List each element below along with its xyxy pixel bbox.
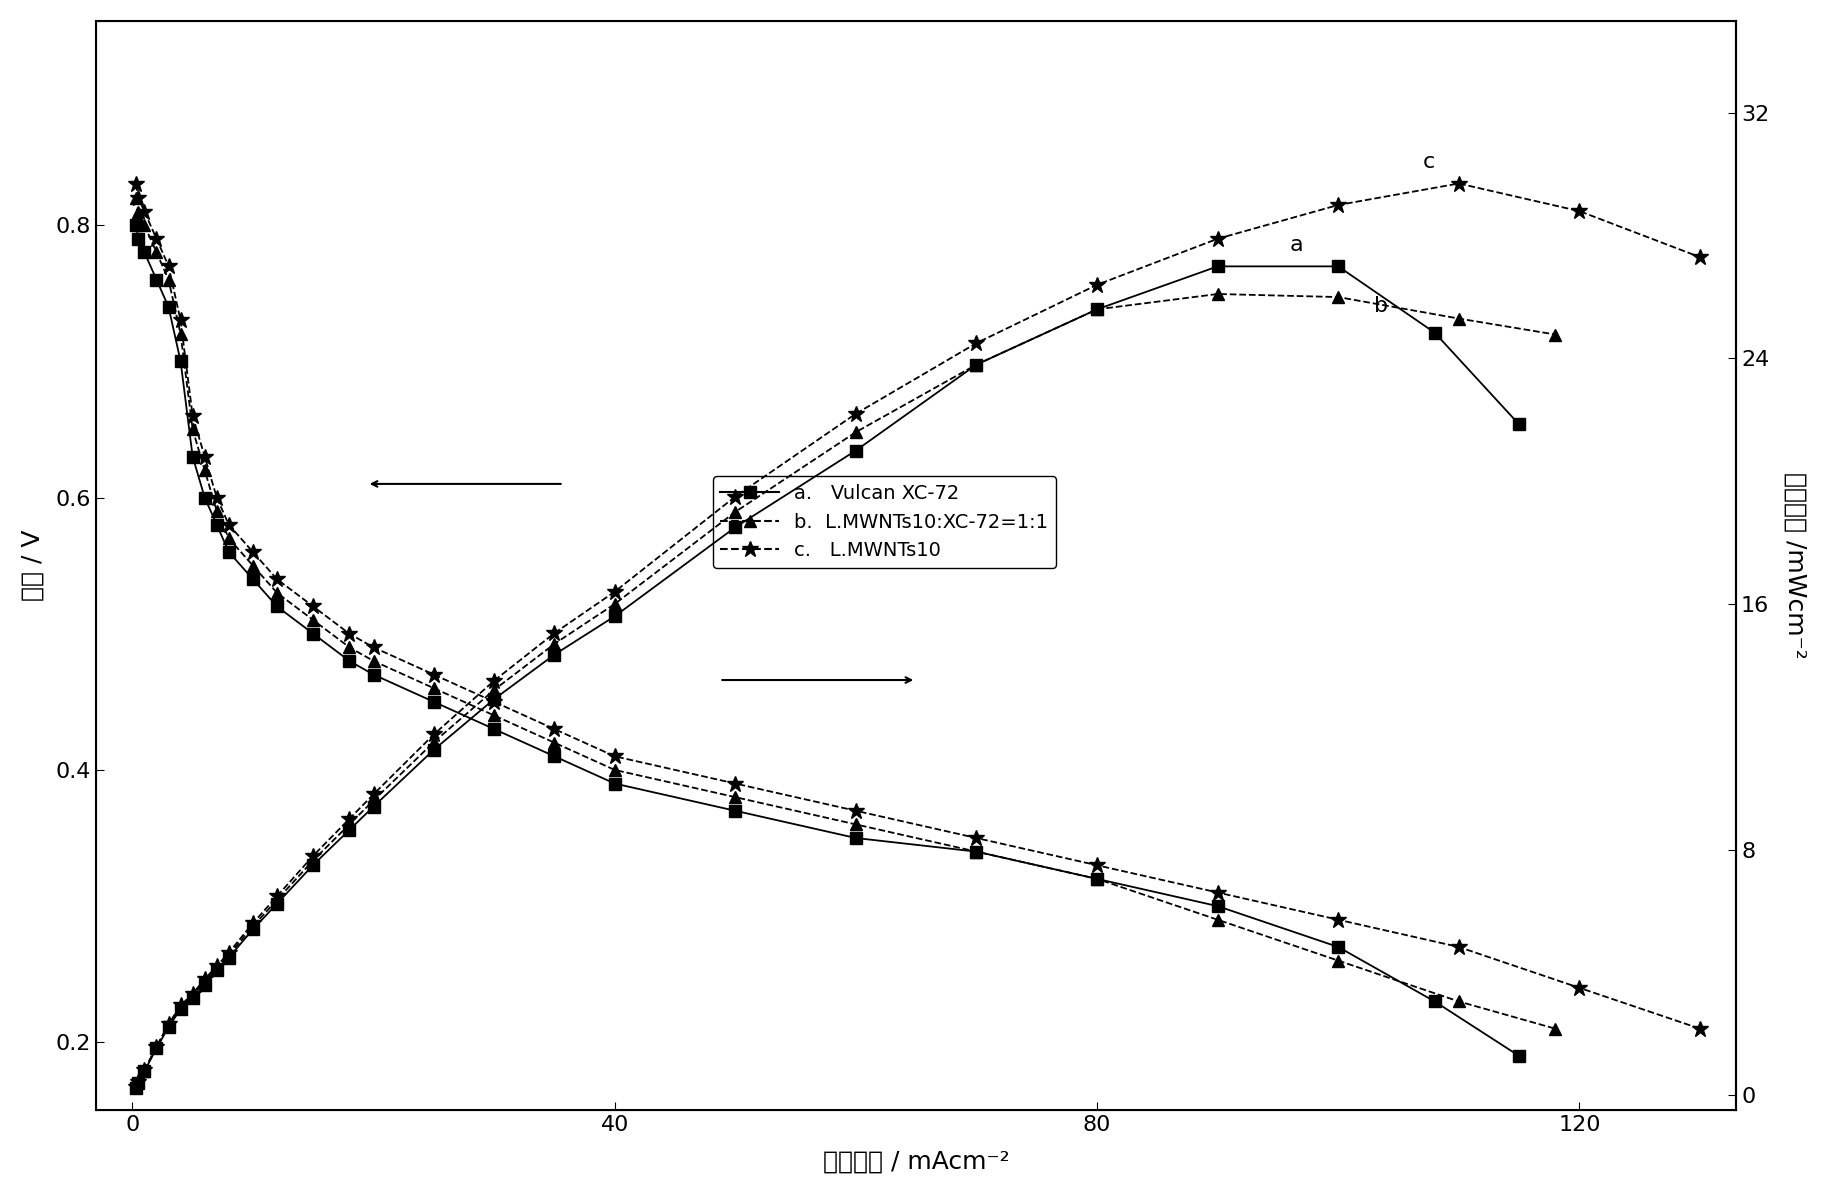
Y-axis label: 电压 / V: 电压 / V (20, 530, 46, 602)
Text: c: c (1422, 152, 1435, 172)
Y-axis label: 功率密度 /mWcm⁻²: 功率密度 /mWcm⁻² (1782, 473, 1808, 659)
X-axis label: 电流密度 / mAcm⁻²: 电流密度 / mAcm⁻² (823, 1149, 1009, 1174)
Legend: a.   Vulcan XC-72, b.  L.MWNTs10:XC-72=1:1, c.   L.MWNTs10: a. Vulcan XC-72, b. L.MWNTs10:XC-72=1:1,… (713, 476, 1057, 568)
Text: a: a (1291, 235, 1303, 256)
Text: b: b (1375, 296, 1389, 316)
